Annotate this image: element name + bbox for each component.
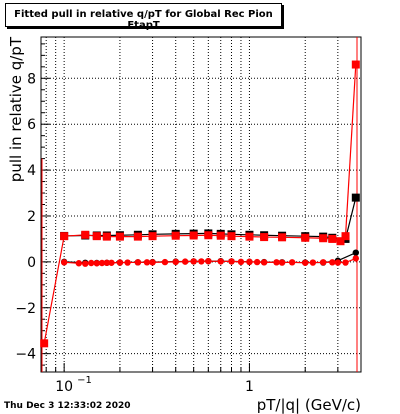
series-3-point — [228, 258, 235, 265]
series-1-point — [341, 232, 350, 241]
series-3-point — [134, 259, 142, 266]
series-3-point — [93, 260, 100, 267]
y-tick-label: −4 — [15, 347, 36, 363]
series-3-point — [278, 259, 286, 266]
series-1-point — [319, 234, 328, 243]
series-3-point — [181, 258, 189, 265]
y-tick-label: 4 — [27, 163, 36, 179]
series-1-point — [278, 233, 287, 242]
series-1-point — [102, 232, 111, 241]
series-3-point — [329, 259, 336, 266]
series-3-point — [253, 258, 261, 266]
series-1-point — [115, 232, 124, 241]
data-layer — [40, 37, 360, 372]
x-axis-label: pT/|q| (GeV/c) — [257, 396, 361, 414]
series-0-segment — [344, 197, 357, 240]
plot-frame — [40, 36, 362, 373]
chart-title-box: Fitted pull in relative q/pT for Global … — [5, 3, 282, 31]
series-1-point — [133, 232, 142, 241]
series-1-point — [351, 60, 360, 69]
y-tick-label: 6 — [27, 117, 36, 133]
series-2-segment — [337, 252, 357, 262]
series-3-point — [172, 258, 179, 266]
series-3-point — [237, 258, 245, 266]
series-1-point — [227, 232, 236, 241]
series-3-point — [116, 259, 124, 266]
series-3-point — [309, 259, 317, 266]
y-tick-label: 8 — [27, 71, 36, 87]
series-1-point — [171, 231, 180, 240]
series-1-point — [204, 231, 213, 240]
series-3-point — [302, 259, 309, 266]
timestamp: Thu Dec 3 12:33:02 2020 — [4, 401, 131, 411]
series-3-point — [217, 258, 224, 265]
series-3-point — [246, 258, 253, 266]
series-1-point — [245, 232, 254, 241]
series-3-point — [352, 255, 360, 262]
series-3-point — [334, 259, 342, 266]
series-3-point — [88, 259, 95, 267]
series-3-point — [205, 257, 212, 265]
series-1-point — [216, 231, 225, 240]
series-3-point — [98, 259, 106, 267]
series-3-point — [342, 259, 349, 266]
series-3-point — [149, 259, 156, 266]
series-3-point — [143, 259, 151, 266]
series-1-point — [260, 233, 269, 242]
series-1-point — [148, 232, 157, 241]
series-1-point — [40, 339, 49, 348]
series-1-point — [301, 233, 310, 242]
y-tick-label: −2 — [15, 301, 36, 317]
y-tick-label: 0 — [27, 255, 36, 271]
series-3-point — [288, 259, 296, 266]
series-1-segment — [344, 64, 357, 237]
chart-title: Fitted pull in relative q/pT for Global … — [14, 9, 273, 31]
series-0-point — [351, 193, 360, 202]
y-tick-label: 2 — [27, 209, 36, 225]
series-3-point — [103, 259, 111, 266]
series-3-point — [273, 259, 280, 266]
y-axis-label: pull in relative q/pT — [7, 36, 25, 182]
series-1-point — [328, 234, 337, 243]
series-1-point — [81, 230, 90, 239]
series-3-point — [260, 259, 268, 266]
series-3-point — [75, 260, 83, 267]
series-3-point — [124, 259, 131, 266]
series-1-point — [60, 232, 69, 241]
series-3-point — [82, 260, 89, 267]
series-3-point — [190, 258, 197, 265]
series-3-point — [319, 259, 327, 266]
series-1-segment — [43, 236, 65, 344]
series-2-point — [352, 249, 360, 256]
series-3-point — [108, 259, 115, 266]
x-tick-exponent: −1 — [77, 375, 92, 386]
x-tick-label: 10 — [55, 379, 73, 395]
series-3-point — [198, 258, 205, 265]
series-1-point — [336, 237, 345, 246]
x-tick-label: 1 — [245, 379, 254, 395]
series-1-point — [189, 231, 198, 240]
series-3-point — [60, 259, 68, 266]
series-1-point — [92, 232, 101, 241]
series-3-point — [161, 258, 169, 266]
